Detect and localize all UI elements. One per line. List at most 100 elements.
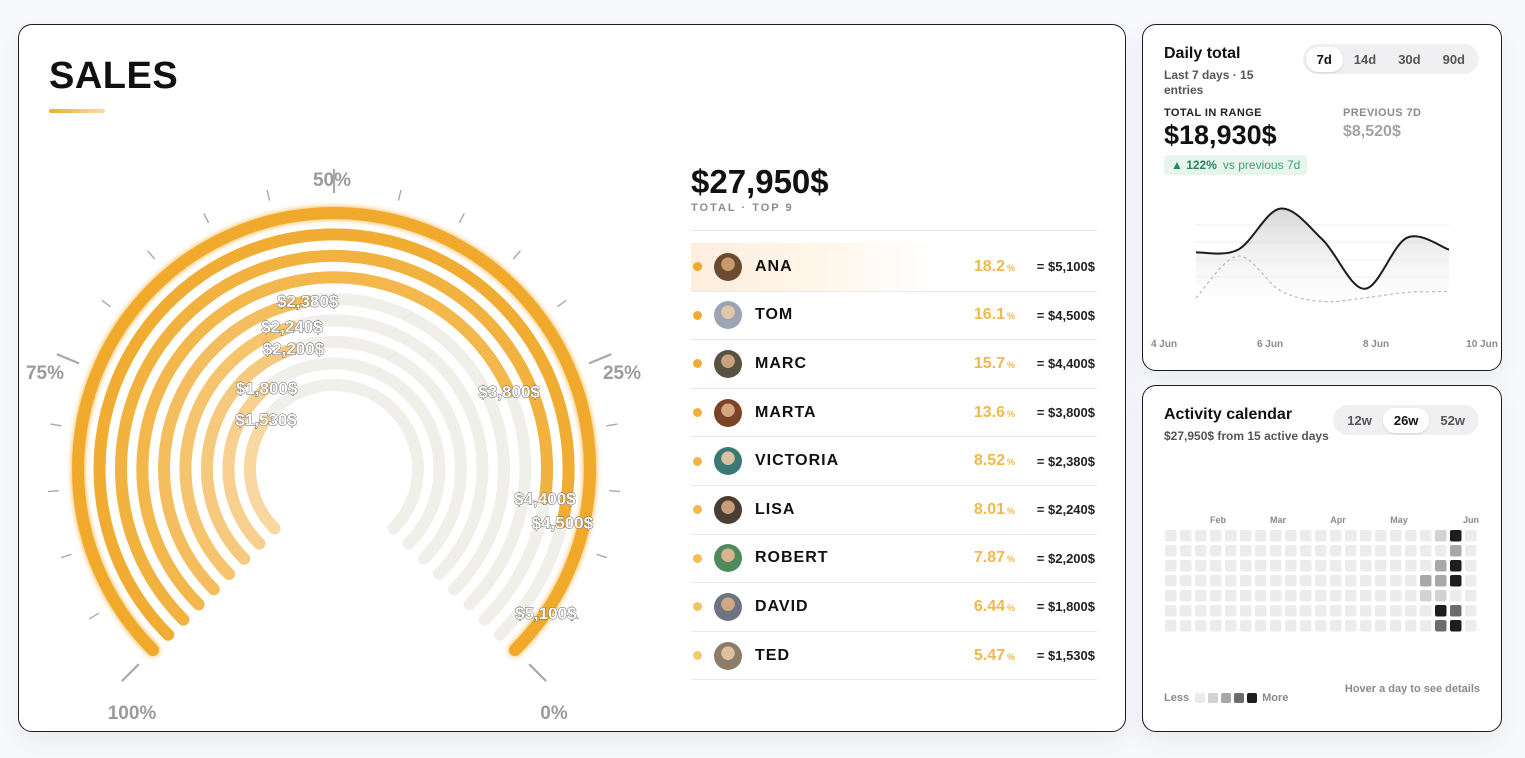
heatmap-cell[interactable] (1390, 530, 1402, 542)
heatmap-cell[interactable] (1300, 605, 1312, 617)
heatmap-cell[interactable] (1390, 590, 1402, 602)
heatmap-cell[interactable] (1180, 545, 1192, 557)
heatmap-cell[interactable] (1465, 545, 1477, 557)
range-button-14d[interactable]: 14d (1353, 51, 1377, 67)
range-button-90d[interactable]: 90d (1442, 51, 1465, 67)
heatmap-cell[interactable] (1330, 605, 1342, 617)
heatmap-cell[interactable] (1225, 590, 1237, 602)
heatmap-cell[interactable] (1225, 575, 1237, 587)
list-item[interactable]: MARTA 13.6% = $3,800$ (691, 389, 1097, 438)
heatmap-cell[interactable] (1315, 605, 1327, 617)
heatmap-cell[interactable] (1270, 560, 1282, 572)
heatmap-cell[interactable] (1465, 620, 1477, 632)
heatmap-cell[interactable] (1240, 545, 1252, 557)
range-button-26w[interactable]: 26w (1382, 407, 1430, 433)
heatmap-cell[interactable] (1210, 590, 1222, 602)
heatmap-cell[interactable] (1330, 575, 1342, 587)
heatmap-cell[interactable] (1345, 530, 1357, 542)
heatmap-cell[interactable] (1465, 605, 1477, 617)
heatmap-cell[interactable] (1405, 575, 1417, 587)
heatmap-cell[interactable] (1360, 545, 1372, 557)
heatmap-cell[interactable] (1210, 575, 1222, 587)
heatmap-cell[interactable] (1360, 605, 1372, 617)
heatmap-cell[interactable] (1240, 530, 1252, 542)
heatmap-cell[interactable] (1315, 545, 1327, 557)
heatmap-cell[interactable] (1165, 590, 1177, 602)
heatmap-cell[interactable] (1435, 620, 1447, 632)
list-item[interactable]: ANA 18.2% = $5,100$ (691, 243, 1097, 292)
list-item[interactable]: LISA 8.01% = $2,240$ (691, 486, 1097, 535)
heatmap-cell[interactable] (1390, 605, 1402, 617)
heatmap-cell[interactable] (1210, 605, 1222, 617)
heatmap-cell[interactable] (1300, 620, 1312, 632)
heatmap-cell[interactable] (1450, 620, 1462, 632)
heatmap-cell[interactable] (1420, 605, 1432, 617)
heatmap-cell[interactable] (1165, 620, 1177, 632)
heatmap-cell[interactable] (1315, 530, 1327, 542)
list-item[interactable]: TOM 16.1% = $4,500$ (691, 292, 1097, 341)
heatmap-cell[interactable] (1420, 590, 1432, 602)
heatmap-cell[interactable] (1240, 560, 1252, 572)
list-item[interactable]: TED 5.47% = $1,530$ (691, 632, 1097, 681)
heatmap-cell[interactable] (1345, 560, 1357, 572)
heatmap-cell[interactable] (1420, 530, 1432, 542)
heatmap-cell[interactable] (1300, 590, 1312, 602)
heatmap-cell[interactable] (1180, 560, 1192, 572)
heatmap-cell[interactable] (1225, 530, 1237, 542)
range-button-7d[interactable]: 7d (1305, 46, 1343, 72)
heatmap-cell[interactable] (1180, 620, 1192, 632)
range-button-52w[interactable]: 52w (1440, 412, 1465, 428)
heatmap-cell[interactable] (1270, 620, 1282, 632)
heatmap-cell[interactable] (1435, 545, 1447, 557)
heatmap-cell[interactable] (1405, 530, 1417, 542)
heatmap-cell[interactable] (1225, 560, 1237, 572)
heatmap-cell[interactable] (1465, 590, 1477, 602)
heatmap-cell[interactable] (1315, 560, 1327, 572)
heatmap-cell[interactable] (1225, 620, 1237, 632)
heatmap-cell[interactable] (1450, 605, 1462, 617)
heatmap-cell[interactable] (1450, 590, 1462, 602)
heatmap-cell[interactable] (1360, 560, 1372, 572)
heatmap-cell[interactable] (1210, 530, 1222, 542)
heatmap-cell[interactable] (1210, 545, 1222, 557)
heatmap-cell[interactable] (1390, 560, 1402, 572)
heatmap-cell[interactable] (1300, 575, 1312, 587)
heatmap-cell[interactable] (1270, 605, 1282, 617)
heatmap-cell[interactable] (1435, 590, 1447, 602)
heatmap-cell[interactable] (1420, 545, 1432, 557)
heatmap-cell[interactable] (1255, 560, 1267, 572)
heatmap-cell[interactable] (1450, 560, 1462, 572)
heatmap-cell[interactable] (1315, 575, 1327, 587)
heatmap-cell[interactable] (1375, 530, 1387, 542)
heatmap-cell[interactable] (1195, 620, 1207, 632)
heatmap-cell[interactable] (1435, 575, 1447, 587)
range-button-30d[interactable]: 30d (1398, 51, 1421, 67)
heatmap-cell[interactable] (1165, 560, 1177, 572)
heatmap-cell[interactable] (1210, 620, 1222, 632)
heatmap-cell[interactable] (1465, 530, 1477, 542)
heatmap-cell[interactable] (1180, 590, 1192, 602)
heatmap-cell[interactable] (1405, 545, 1417, 557)
heatmap-cell[interactable] (1270, 590, 1282, 602)
heatmap-cell[interactable] (1360, 620, 1372, 632)
heatmap-cell[interactable] (1240, 575, 1252, 587)
heatmap-cell[interactable] (1315, 590, 1327, 602)
heatmap-cell[interactable] (1390, 620, 1402, 632)
range-button-12w[interactable]: 12w (1347, 412, 1372, 428)
heatmap-cell[interactable] (1270, 575, 1282, 587)
heatmap-cell[interactable] (1345, 620, 1357, 632)
heatmap-cell[interactable] (1330, 560, 1342, 572)
list-item[interactable]: VICTORIA 8.52% = $2,380$ (691, 437, 1097, 486)
heatmap-cell[interactable] (1450, 575, 1462, 587)
heatmap-cell[interactable] (1345, 545, 1357, 557)
heatmap-cell[interactable] (1405, 605, 1417, 617)
heatmap-cell[interactable] (1165, 545, 1177, 557)
heatmap-cell[interactable] (1375, 620, 1387, 632)
heatmap-cell[interactable] (1450, 545, 1462, 557)
heatmap-cell[interactable] (1360, 575, 1372, 587)
heatmap-cell[interactable] (1240, 605, 1252, 617)
heatmap-cell[interactable] (1285, 575, 1297, 587)
heatmap-cell[interactable] (1345, 575, 1357, 587)
heatmap-cell[interactable] (1435, 560, 1447, 572)
heatmap-cell[interactable] (1345, 590, 1357, 602)
